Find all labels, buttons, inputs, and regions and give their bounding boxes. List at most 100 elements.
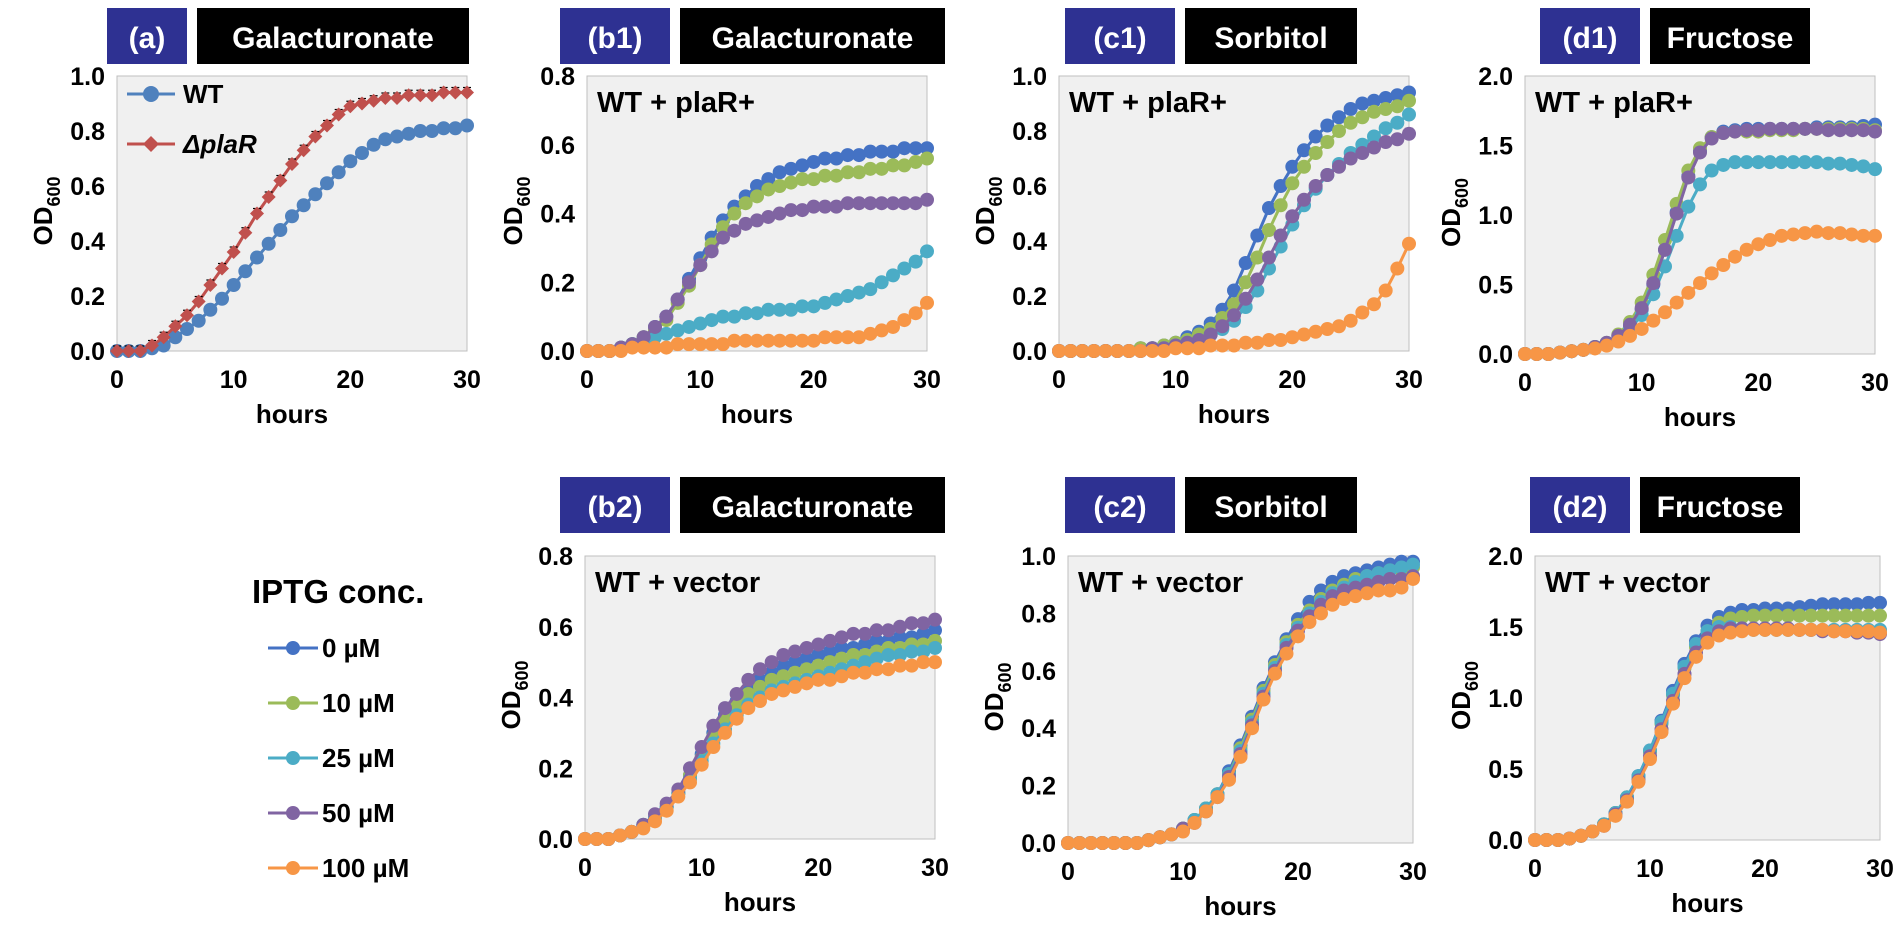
data-point [920, 141, 934, 156]
y-tick-label: 0.4 [1012, 228, 1047, 256]
panel-c2: (c2) Sorbitol 0.0 0.2 0.4 0.6 0.8 1.0 0 10 20 30 hou… [979, 477, 1427, 921]
data-point [750, 179, 764, 193]
data-point [776, 648, 791, 663]
data-point [1308, 146, 1323, 160]
x-tick-label: 0 [1052, 366, 1066, 394]
data-point [1297, 159, 1311, 174]
data-point [893, 630, 907, 645]
data-point [1529, 347, 1544, 361]
data-point [829, 330, 844, 345]
y-tick-label: 0.2 [70, 283, 105, 311]
data-point [1145, 344, 1160, 358]
data-point [1098, 344, 1113, 358]
data-point [1809, 224, 1824, 239]
data-point [908, 154, 923, 169]
data-point [1383, 571, 1397, 586]
data-point [670, 292, 685, 307]
data-point [727, 309, 742, 324]
data-point [1611, 334, 1626, 349]
data-point [1576, 342, 1591, 357]
data-point [378, 91, 393, 105]
data-point [761, 209, 776, 224]
data-point [648, 330, 662, 345]
data-point [1827, 597, 1841, 612]
data-point [1868, 124, 1882, 139]
data-point [1850, 624, 1864, 639]
legend-title: IPTG conc. [252, 573, 424, 610]
x-tick-label: 30 [1861, 369, 1889, 397]
y-tick-label: 0.2 [1021, 773, 1056, 801]
data-point [1873, 595, 1887, 610]
data-point [1291, 629, 1305, 644]
data-point [1809, 155, 1824, 170]
data-point [795, 172, 810, 187]
data-point [1390, 88, 1405, 103]
data-point [401, 126, 416, 141]
data-point [1297, 327, 1311, 342]
x-tick-label: 10 [1169, 858, 1197, 886]
data-point [1739, 123, 1754, 138]
data-point [716, 309, 730, 324]
data-point [741, 672, 756, 687]
data-point [1654, 725, 1669, 740]
data-point [840, 196, 855, 211]
data-point [1539, 833, 1554, 847]
panel-label-bg [560, 8, 670, 64]
data-point [215, 291, 229, 306]
data-point [1320, 322, 1335, 336]
data-point [840, 148, 855, 163]
data-point [1781, 608, 1795, 623]
data-point [1378, 91, 1393, 105]
data-point [1360, 586, 1374, 601]
data-point [1704, 131, 1719, 146]
data-point [648, 319, 662, 334]
data-point [928, 655, 942, 670]
data-point [156, 330, 171, 345]
data-point [1367, 129, 1381, 144]
data-point [1821, 226, 1836, 241]
data-point [1245, 721, 1259, 736]
data-point [716, 230, 730, 245]
data-point [425, 88, 439, 103]
data-point [1693, 177, 1707, 192]
data-point [1541, 347, 1556, 361]
legend-marker [286, 861, 300, 875]
data-point [1087, 344, 1101, 358]
iptg-legend-entry: 25 µM [268, 743, 395, 773]
data-point [1763, 121, 1777, 136]
data-point [1157, 344, 1171, 358]
data-point [693, 316, 708, 331]
data-point [846, 665, 861, 680]
data-point [683, 775, 697, 790]
data-point [1222, 772, 1236, 787]
y-axis-label: OD600 [28, 176, 64, 245]
data-point [1763, 155, 1777, 170]
data-point [1689, 649, 1703, 664]
x-tick-label: 10 [686, 366, 714, 394]
data-point [823, 655, 837, 670]
data-point [772, 179, 787, 193]
data-point [1786, 155, 1801, 170]
inset-label: WT + plaR+ [1535, 87, 1693, 119]
data-point [1285, 209, 1300, 224]
data-point [795, 333, 810, 348]
y-tick-label: 1.0 [1021, 543, 1056, 571]
data-point [602, 344, 617, 358]
data-point [1751, 123, 1766, 138]
data-point [250, 250, 264, 265]
y-axis-label-sub: 600 [514, 176, 534, 206]
data-point [799, 662, 814, 677]
data-point [869, 651, 884, 666]
data-point [1798, 226, 1812, 241]
data-point [761, 333, 776, 348]
data-point [1868, 228, 1882, 243]
data-point [425, 124, 439, 138]
data-point [1273, 228, 1288, 243]
data-point [750, 333, 764, 348]
data-point [460, 118, 474, 133]
data-point [1262, 333, 1276, 347]
data-point [390, 91, 404, 105]
data-point [121, 344, 136, 358]
data-point [1804, 598, 1818, 613]
data-point [683, 761, 697, 776]
